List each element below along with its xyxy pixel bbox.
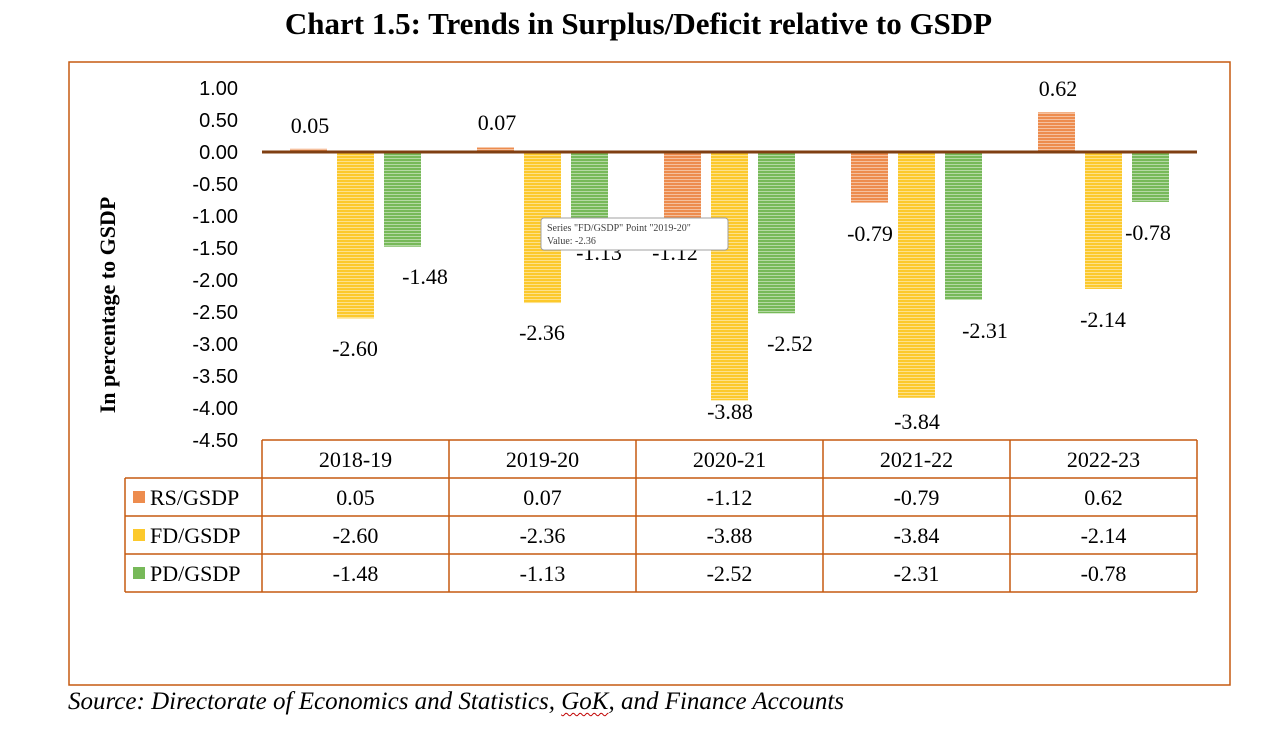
bar-pd-2020-21 — [758, 152, 795, 314]
table-cell: 0.07 — [523, 485, 562, 510]
legend-swatch — [133, 491, 145, 503]
table-header-2022-23: 2022-23 — [1067, 447, 1140, 472]
bars — [290, 112, 1169, 401]
table-cell: -2.36 — [520, 523, 566, 548]
table-header-2019-20: 2019-20 — [506, 447, 579, 472]
y-tick-label: 0.50 — [199, 110, 238, 132]
bar-rs-2018-19 — [290, 148, 327, 152]
bar-pd-2022-23 — [1132, 152, 1169, 202]
legend-label: PD/GSDP — [150, 561, 240, 586]
table-header-2018-19: 2018-19 — [319, 447, 392, 472]
source-suffix: , and Finance Accounts — [608, 688, 845, 715]
data-label: -0.79 — [847, 221, 893, 246]
y-tick-label: -2.00 — [192, 270, 238, 292]
table-header-2020-21: 2020-21 — [693, 447, 766, 472]
data-label: -2.14 — [1080, 307, 1126, 332]
table-cell: -0.78 — [1081, 561, 1127, 586]
y-tick-label: -3.00 — [192, 334, 238, 356]
y-tick-label: -1.50 — [192, 238, 238, 260]
y-tick-label: 0.00 — [199, 142, 238, 164]
bar-rs-2021-22 — [851, 152, 888, 203]
tooltip-line-2: Value: -2.36 — [547, 236, 596, 247]
legend-label: RS/GSDP — [150, 485, 239, 510]
data-label: -0.78 — [1125, 220, 1171, 245]
table-cell: -1.13 — [520, 561, 566, 586]
y-tick-label: -1.00 — [192, 206, 238, 228]
data-table: 2018-19 2019-20 2020-21 2021-22 2022-23 RS/GS… — [124, 439, 1198, 593]
table-cell: -3.84 — [894, 523, 940, 548]
bar-fd-2021-22 — [898, 152, 935, 398]
data-label: -3.84 — [894, 409, 940, 434]
table-cell: -1.12 — [707, 485, 753, 510]
bar-pd-2019-20 — [571, 152, 608, 225]
tooltip: Series "FD/GSDP" Point "2019-20" Value: … — [540, 217, 729, 251]
table-cell: -2.31 — [894, 561, 940, 586]
y-tick-label: -3.50 — [192, 366, 238, 388]
chart-title: Chart 1.5: Trends in Surplus/Deficit rel… — [284, 6, 993, 41]
bar-pd-2018-19 — [384, 152, 421, 247]
bar-rs-2022-23 — [1038, 112, 1075, 152]
bar-rs-2020-21 — [664, 152, 701, 224]
y-axis-title: In percentage to GSDP — [95, 197, 120, 414]
bar-rs-2019-20 — [477, 147, 514, 152]
source-note: Source: Directorate of Economics and Sta… — [68, 688, 844, 716]
y-axis-ticks: 1.00 0.50 0.00 -0.50 -1.00 -1.50 -2.00 -2.50 -3.… — [192, 78, 238, 452]
data-label: 0.07 — [478, 110, 517, 135]
table-header-2021-22: 2021-22 — [880, 447, 953, 472]
tooltip-line-1: Series "FD/GSDP" Point "2019-20" — [547, 223, 691, 234]
data-label: -2.60 — [332, 336, 378, 361]
data-label: -2.31 — [962, 318, 1008, 343]
data-label: 0.05 — [291, 113, 330, 138]
bar-fd-2020-21 — [711, 152, 748, 401]
legend-label: FD/GSDP — [150, 523, 240, 548]
source-prefix: Source: Directorate of Economics and Sta… — [68, 688, 562, 715]
y-tick-label: -0.50 — [192, 174, 238, 196]
data-label: -2.36 — [519, 320, 565, 345]
legend-swatch — [133, 567, 145, 579]
bar-fd-2022-23 — [1085, 152, 1122, 289]
legend-swatch — [133, 529, 145, 541]
y-tick-label: -2.50 — [192, 302, 238, 324]
table-cell: -2.60 — [333, 523, 379, 548]
y-tick-label: -4.00 — [192, 398, 238, 420]
table-cell: 0.62 — [1084, 485, 1123, 510]
y-tick-label: 1.00 — [199, 78, 238, 100]
source-gok: GoK — [561, 688, 609, 715]
data-label: -2.52 — [767, 331, 813, 356]
bar-fd-2018-19 — [337, 152, 374, 319]
table-cell: 0.05 — [336, 485, 375, 510]
data-label: 0.62 — [1039, 76, 1078, 101]
bar-pd-2021-22 — [945, 152, 982, 300]
table-cell: -0.79 — [894, 485, 940, 510]
table-cell: -2.52 — [707, 561, 753, 586]
table-cell: -2.14 — [1081, 523, 1127, 548]
data-label: -3.88 — [707, 399, 753, 424]
data-label: -1.48 — [402, 264, 448, 289]
table-cell: -1.48 — [333, 561, 379, 586]
y-tick-label: -4.50 — [192, 430, 238, 452]
data-labels: 0.05 0.07-1.12-0.790.62-2.60-2.36-3.88 -3.… — [291, 76, 1171, 434]
table-cell: -3.88 — [707, 523, 753, 548]
chart-frame — [68, 61, 1231, 686]
